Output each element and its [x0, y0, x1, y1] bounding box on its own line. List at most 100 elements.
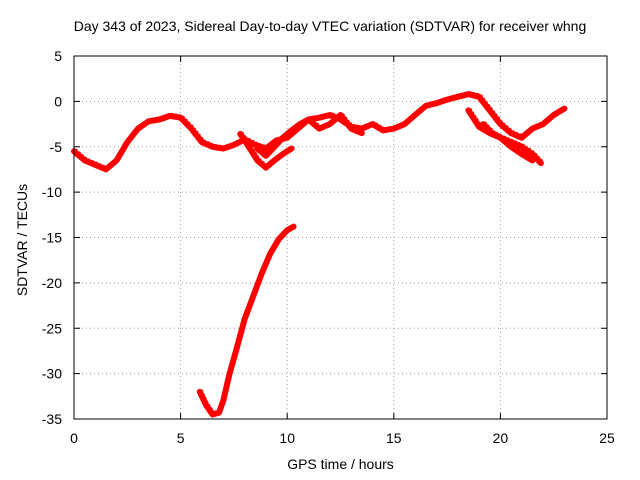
data-point [412, 112, 418, 118]
data-point [538, 160, 544, 166]
data-point [167, 113, 173, 119]
data-point [551, 112, 557, 118]
data-point [197, 389, 203, 395]
data-point [540, 121, 546, 127]
y-tick-label: -15 [42, 230, 62, 246]
data-point [210, 411, 216, 417]
tick-layer: 0 5 10 15 20 25 5 0 -5 -10 -15 -20 -25 -30 -35 [42, 48, 615, 446]
series-jitter-dip [199, 223, 296, 415]
data-point [455, 94, 461, 100]
data-point [250, 293, 256, 299]
data-point [519, 151, 525, 157]
data-point [280, 151, 286, 157]
data-point [497, 121, 503, 127]
data-point [103, 166, 109, 172]
data-point [284, 227, 290, 233]
data-point [263, 146, 269, 152]
data-point [92, 162, 98, 168]
chart-title: Day 343 of 2023, Sidereal Day-to-day VTE… [73, 18, 587, 34]
data-point [327, 112, 333, 118]
data-point [242, 316, 248, 322]
data-point [529, 126, 535, 132]
data-point [489, 130, 495, 136]
data-point [288, 127, 294, 133]
y-tick-label: -20 [42, 275, 62, 291]
data-point [487, 107, 493, 113]
data-point [380, 127, 386, 133]
data-point [291, 224, 297, 230]
x-tick-label: 20 [493, 430, 509, 446]
data-point [316, 126, 322, 132]
data-point [135, 126, 141, 132]
data-point [280, 135, 286, 141]
data-point [271, 144, 277, 150]
data-point [444, 97, 450, 103]
data-point [423, 103, 429, 109]
data-point [508, 130, 514, 136]
grid-layer [74, 56, 607, 419]
data-point [519, 135, 525, 141]
data-point [306, 117, 312, 123]
series-layer [71, 91, 568, 418]
x-tick-label: 5 [177, 430, 185, 446]
data-point [267, 251, 273, 257]
data-point [216, 410, 222, 416]
y-tick-label: 0 [54, 93, 62, 109]
y-tick-label: -25 [42, 320, 62, 336]
data-point [227, 371, 233, 377]
data-point [263, 153, 269, 159]
data-point [259, 271, 265, 277]
data-point [146, 118, 152, 124]
data-point [476, 94, 482, 100]
data-point [288, 146, 294, 152]
y-tick-label: -5 [50, 139, 63, 155]
data-point [348, 126, 354, 132]
data-point [480, 121, 486, 127]
data-point [529, 151, 535, 157]
x-tick-label: 0 [70, 430, 78, 446]
x-tick-label: 25 [599, 430, 615, 446]
x-axis-label: GPS time / hours [287, 456, 394, 472]
plot-frame [73, 55, 608, 420]
data-point [237, 131, 243, 137]
x-tick-label: 15 [386, 430, 402, 446]
data-point [271, 157, 277, 163]
data-point [220, 398, 226, 404]
data-point [401, 121, 407, 127]
data-point [114, 157, 120, 163]
data-point [210, 144, 216, 150]
data-point [233, 348, 239, 354]
data-point [156, 117, 162, 123]
y-tick-label: -30 [42, 366, 62, 382]
y-tick-label: 5 [54, 48, 62, 64]
data-point [433, 100, 439, 106]
data-point [561, 106, 567, 112]
data-point [327, 121, 333, 127]
data-point [199, 139, 205, 145]
data-point [178, 115, 184, 121]
data-point [82, 157, 88, 163]
data-point [519, 144, 525, 150]
data-point [220, 146, 226, 152]
data-point [276, 236, 282, 242]
data-point [124, 139, 130, 145]
data-point [263, 165, 269, 171]
data-point [359, 130, 365, 136]
data-point [254, 146, 260, 152]
data-point [391, 126, 397, 132]
data-point [231, 142, 237, 148]
data-point [369, 121, 375, 127]
data-point [188, 126, 194, 132]
data-point [476, 124, 482, 130]
data-point [203, 402, 209, 408]
data-point [465, 91, 471, 97]
data-point [465, 107, 471, 113]
series-line-dip [196, 223, 297, 418]
y-tick-label: -35 [42, 411, 62, 427]
data-point [246, 144, 252, 150]
x-tick-label: 10 [279, 430, 295, 446]
data-point [316, 115, 322, 121]
data-point [254, 157, 260, 163]
